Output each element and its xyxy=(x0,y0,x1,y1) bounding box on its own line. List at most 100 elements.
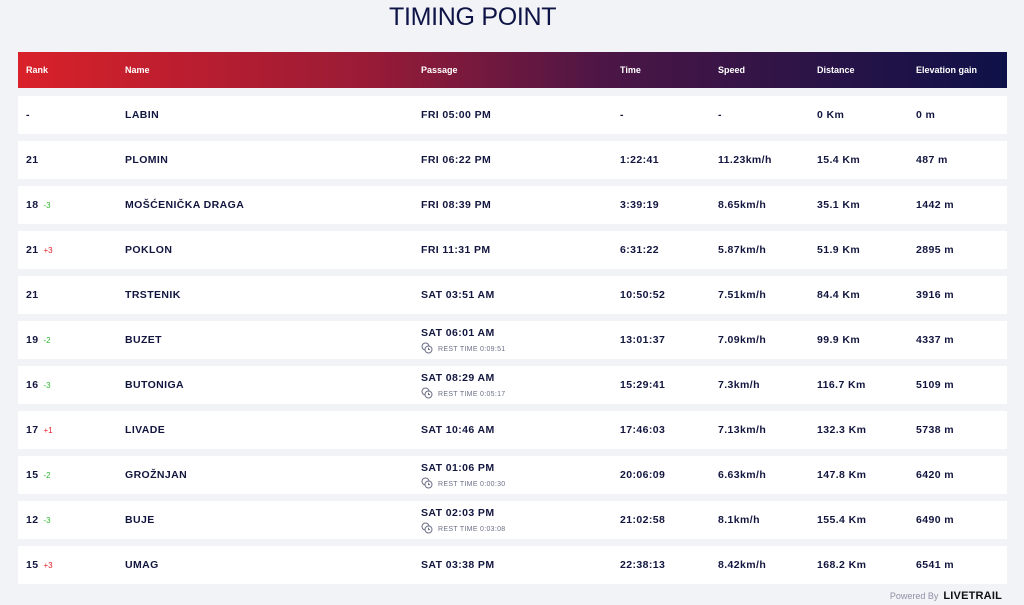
elapsed-time: 21:02:58 xyxy=(620,514,666,526)
passage-cell: SAT 06:01 AM REST TIME 0:09:51 xyxy=(421,327,505,356)
distance-value: 35.1 Km xyxy=(817,199,861,211)
elevation-value: 3916 m xyxy=(916,289,955,301)
passage-time: FRI 08:39 PM xyxy=(421,199,492,211)
rank-value: - xyxy=(26,109,30,121)
header-name[interactable]: Name xyxy=(125,65,150,75)
rest-clock-icon xyxy=(421,387,438,401)
header-passage[interactable]: Passage xyxy=(421,65,458,75)
checkpoint-name: LIVADE xyxy=(125,424,166,436)
speed-value: 7.09km/h xyxy=(718,334,767,346)
rank-value: 17 xyxy=(26,424,39,436)
table-row[interactable]: - LABIN FRI 05:00 PM - - 0 Km 0 m xyxy=(18,96,1007,134)
rank-delta: -3 xyxy=(43,516,51,525)
rank-value: 18 xyxy=(26,199,39,211)
speed-value: 8.65km/h xyxy=(718,199,767,211)
passage-time: FRI 11:31 PM xyxy=(421,244,491,256)
rest-time-label: REST TIME 0:05:17 xyxy=(438,390,506,398)
rank-cell: 18 -3 xyxy=(26,199,51,211)
speed-value: 6.63km/h xyxy=(718,469,767,481)
distance-value: 155.4 Km xyxy=(817,514,867,526)
rank-cell: 19 -2 xyxy=(26,334,51,346)
passage-time: SAT 06:01 AM xyxy=(421,327,495,339)
elevation-value: 4337 m xyxy=(916,334,955,346)
rank-cell: 21 xyxy=(26,154,38,166)
timing-table: Rank Name Passage Time Speed Distance El… xyxy=(18,52,1007,584)
table-row[interactable]: 15 +3 UMAG SAT 03:38 PM 22:38:13 8.42km/h 168.… xyxy=(18,546,1007,584)
rest-time-label: REST TIME 0:00:30 xyxy=(438,480,506,488)
rank-value: 15 xyxy=(26,559,39,571)
checkpoint-name: PLOMIN xyxy=(125,154,169,166)
rank-cell: - xyxy=(26,109,30,121)
rank-delta: -3 xyxy=(43,201,51,210)
rank-cell: 21 +3 xyxy=(26,244,53,256)
distance-value: 99.9 Km xyxy=(817,334,861,346)
speed-value: 5.87km/h xyxy=(718,244,767,256)
checkpoint-name: TRSTENIK xyxy=(125,289,181,301)
table-header: Rank Name Passage Time Speed Distance El… xyxy=(18,52,1007,88)
rest-time: REST TIME 0:00:30 xyxy=(421,477,505,491)
table-row[interactable]: 17 +1 LIVADE SAT 10:46 AM 17:46:03 7.13km/h 13… xyxy=(18,411,1007,449)
header-speed[interactable]: Speed xyxy=(718,65,746,75)
distance-value: 0 Km xyxy=(817,109,845,121)
header-rank[interactable]: Rank xyxy=(26,65,49,75)
speed-value: - xyxy=(718,109,722,121)
rank-cell: 17 +1 xyxy=(26,424,53,436)
rank-cell: 12 -3 xyxy=(26,514,51,526)
rank-value: 15 xyxy=(26,469,39,481)
elevation-value: 2895 m xyxy=(916,244,955,256)
table-row[interactable]: 15 -2 GROŽNJAN SAT 01:06 PM REST TIME 0:00:3… xyxy=(18,456,1007,494)
rank-value: 19 xyxy=(26,334,39,346)
elapsed-time: - xyxy=(620,109,624,121)
table-row[interactable]: 19 -2 BUZET SAT 06:01 AM REST TIME 0:09:51 13… xyxy=(18,321,1007,359)
checkpoint-name: BUZET xyxy=(125,334,162,346)
table-row[interactable]: 21 PLOMIN FRI 06:22 PM 1:22:41 11.23km/h 15.4… xyxy=(18,141,1007,179)
distance-value: 15.4 Km xyxy=(817,154,861,166)
distance-value: 168.2 Km xyxy=(817,559,867,571)
header-elevation[interactable]: Elevation gain xyxy=(916,65,978,75)
checkpoint-name: BUJE xyxy=(125,514,155,526)
passage-time: SAT 03:38 PM xyxy=(421,559,495,571)
rank-delta: -3 xyxy=(43,381,51,390)
rest-time: REST TIME 0:05:17 xyxy=(421,387,505,401)
elapsed-time: 20:06:09 xyxy=(620,469,666,481)
passage-time: FRI 06:22 PM xyxy=(421,154,492,166)
header-distance[interactable]: Distance xyxy=(817,65,855,75)
rest-time: REST TIME 0:03:08 xyxy=(421,522,505,536)
rank-value: 16 xyxy=(26,379,39,391)
rank-cell: 21 xyxy=(26,289,38,301)
passage-time: FRI 05:00 PM xyxy=(421,109,492,121)
passage-cell: SAT 02:03 PM REST TIME 0:03:08 xyxy=(421,507,505,536)
table-row[interactable]: 18 -3 MOŠĆENIČKA DRAGA FRI 08:39 PM 3:39:19 8… xyxy=(18,186,1007,224)
speed-value: 7.51km/h xyxy=(718,289,767,301)
elapsed-time: 1:22:41 xyxy=(620,154,659,166)
distance-value: 84.4 Km xyxy=(817,289,861,301)
elevation-value: 6541 m xyxy=(916,559,955,571)
livetrail-logo[interactable]: LIVETRAIL xyxy=(943,590,1002,602)
elevation-value: 0 m xyxy=(916,109,936,121)
table-row[interactable]: 21 TRSTENIK SAT 03:51 AM 10:50:52 7.51km/h 84… xyxy=(18,276,1007,314)
rank-cell: 15 -2 xyxy=(26,469,51,481)
checkpoint-name: UMAG xyxy=(125,559,159,571)
rank-cell: 16 -3 xyxy=(26,379,51,391)
elapsed-time: 3:39:19 xyxy=(620,199,659,211)
passage-time: SAT 03:51 AM xyxy=(421,289,495,301)
passage-time: SAT 08:29 AM xyxy=(421,372,495,384)
elevation-value: 6420 m xyxy=(916,469,955,481)
checkpoint-name: MOŠĆENIČKA DRAGA xyxy=(125,199,245,211)
elevation-value: 1442 m xyxy=(916,199,955,211)
speed-value: 8.1km/h xyxy=(718,514,760,526)
distance-value: 51.9 Km xyxy=(817,244,861,256)
table-row[interactable]: 12 -3 BUJE SAT 02:03 PM REST TIME 0:03:08 21:… xyxy=(18,501,1007,539)
passage-cell: SAT 08:29 AM REST TIME 0:05:17 xyxy=(421,372,505,401)
header-time[interactable]: Time xyxy=(620,65,641,75)
page-title: TIMING POINT xyxy=(389,3,557,31)
elapsed-time: 6:31:22 xyxy=(620,244,659,256)
rank-delta: +1 xyxy=(43,426,53,435)
table-row[interactable]: 21 +3 POKLON FRI 11:31 PM 6:31:22 5.87km/h 51.… xyxy=(18,231,1007,269)
elapsed-time: 17:46:03 xyxy=(620,424,666,436)
elapsed-time: 15:29:41 xyxy=(620,379,666,391)
table-row[interactable]: 16 -3 BUTONIGA SAT 08:29 AM REST TIME 0:05:1… xyxy=(18,366,1007,404)
rest-clock-icon xyxy=(421,342,438,356)
rest-time: REST TIME 0:09:51 xyxy=(421,342,505,356)
checkpoint-name: POKLON xyxy=(125,244,173,256)
